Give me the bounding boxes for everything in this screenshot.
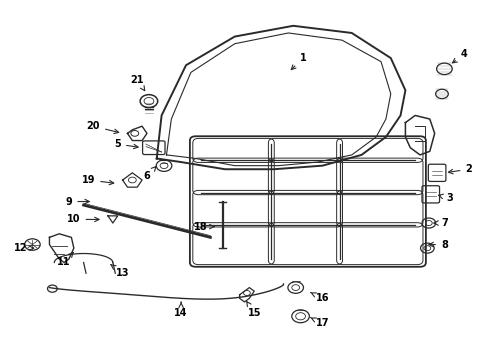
Text: 14: 14 [174, 302, 187, 318]
Text: 16: 16 [310, 292, 328, 303]
Text: 4: 4 [451, 49, 467, 63]
Text: 15: 15 [246, 302, 261, 318]
Text: 6: 6 [143, 167, 156, 181]
Text: 18: 18 [193, 222, 214, 231]
Text: 17: 17 [310, 318, 328, 328]
Text: 5: 5 [114, 139, 138, 149]
Text: 8: 8 [428, 239, 447, 249]
Text: 21: 21 [130, 75, 144, 91]
Text: 3: 3 [438, 193, 452, 203]
Text: 1: 1 [291, 53, 306, 69]
Text: 19: 19 [81, 175, 114, 185]
Text: 2: 2 [447, 164, 471, 174]
Text: 20: 20 [86, 121, 119, 134]
Text: 13: 13 [110, 265, 129, 278]
Text: 10: 10 [67, 215, 99, 224]
Text: 12: 12 [14, 243, 34, 253]
Text: 11: 11 [57, 252, 73, 267]
Text: 7: 7 [433, 218, 447, 228]
Text: 9: 9 [65, 197, 89, 207]
